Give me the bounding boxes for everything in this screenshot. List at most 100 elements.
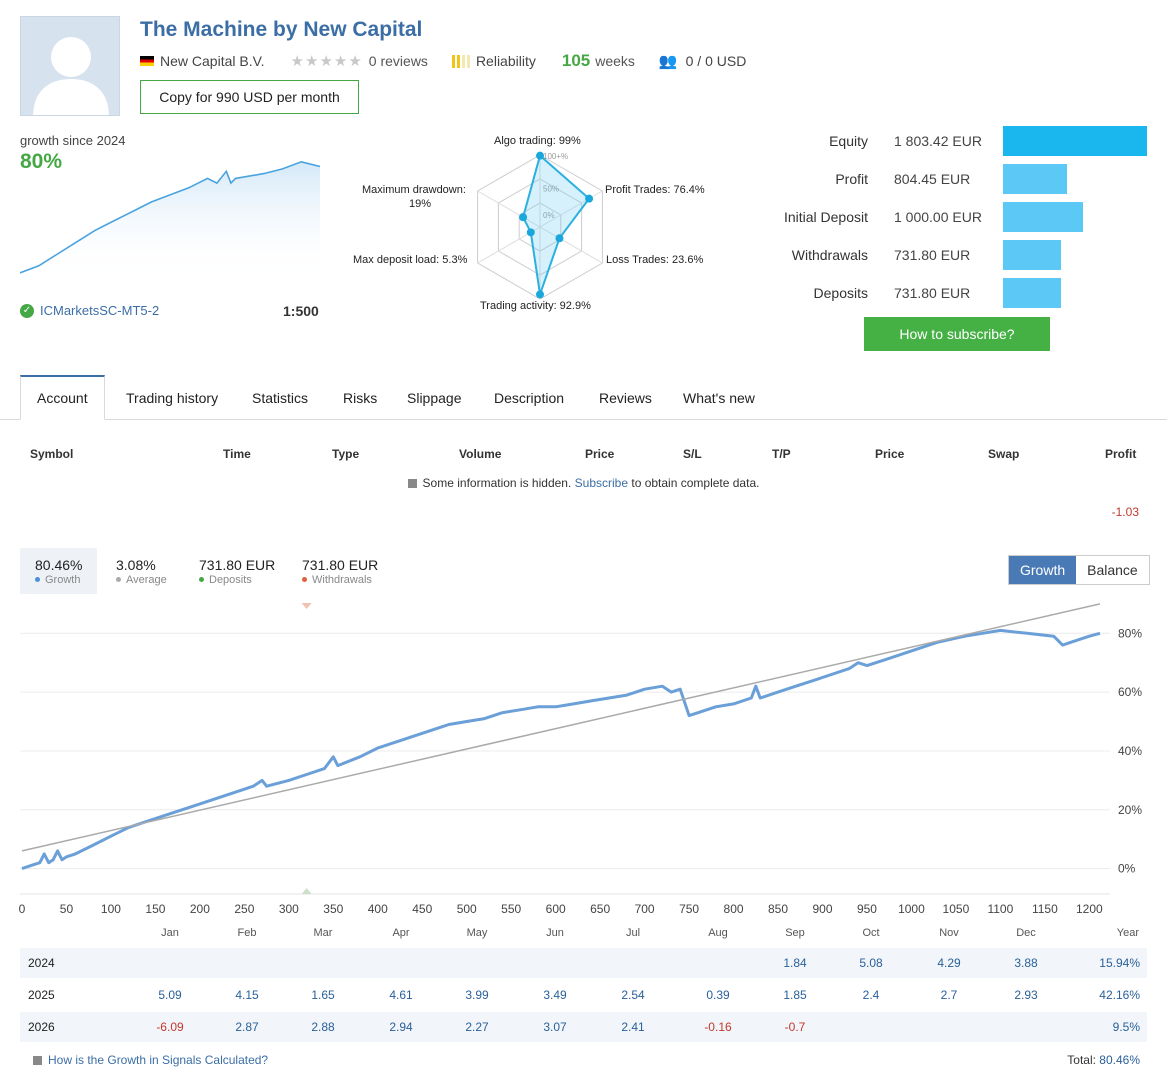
y-tick-label: 40% xyxy=(1118,744,1142,758)
month-header: Apr xyxy=(392,927,410,939)
month-header: Dec xyxy=(1016,927,1036,939)
radar-point xyxy=(555,234,564,243)
weeks-value: 105 xyxy=(561,51,591,70)
month-header: Jan xyxy=(161,927,179,939)
subscribers-icon: 👥 xyxy=(658,53,678,70)
radar-label-loss: Loss Trades: 23.6% xyxy=(606,254,704,266)
tab-account[interactable]: Account xyxy=(20,375,105,420)
month-header: Jul xyxy=(625,927,641,939)
provider-name[interactable]: New Capital B.V. xyxy=(160,53,265,69)
radar-label-activity: Trading activity: 92.9% xyxy=(480,300,591,312)
column-header: Price xyxy=(875,447,905,461)
month-value: 3.49 xyxy=(543,988,567,1002)
growth-toggle-button[interactable]: Growth xyxy=(1009,556,1077,584)
year-label: 2025 xyxy=(28,988,55,1002)
equity-label: Profit xyxy=(835,171,868,187)
subscribe-link[interactable]: Subscribe xyxy=(574,476,629,490)
y-tick-label: 0% xyxy=(1118,862,1136,876)
tab-description[interactable]: Description xyxy=(494,389,565,406)
tab-trading-history[interactable]: Trading history xyxy=(126,389,219,406)
x-tick-label: 750 xyxy=(679,902,699,916)
month-header: Nov xyxy=(939,927,959,939)
balance-toggle-button[interactable]: Balance xyxy=(1087,562,1138,578)
tab-reviews[interactable]: Reviews xyxy=(599,389,652,406)
radar-point xyxy=(585,194,594,203)
year-row xyxy=(20,948,1147,978)
equity-bar xyxy=(1003,126,1147,156)
growth-line xyxy=(21,628,1101,871)
stat-average: 3.08% Average xyxy=(101,548,182,594)
equity-value: 731.80 EUR xyxy=(894,247,971,263)
x-tick-label: 200 xyxy=(190,902,210,916)
broker-server[interactable]: ✓ ICMarketsSC-MT5-2 xyxy=(20,303,159,318)
month-value: 4.61 xyxy=(389,988,413,1002)
column-header: T/P xyxy=(772,447,791,461)
equity-label: Initial Deposit xyxy=(783,209,868,225)
stat-value: 731.80 EUR xyxy=(199,557,276,573)
reviews-count[interactable]: 0 reviews xyxy=(368,53,428,69)
radar-shape xyxy=(522,153,591,295)
x-tick-label: 150 xyxy=(145,902,165,916)
column-header: Type xyxy=(332,447,360,461)
column-header: S/L xyxy=(683,447,702,461)
radar-axis xyxy=(539,226,603,264)
equity-value: 804.45 EUR xyxy=(894,171,971,187)
y-tick-label: 60% xyxy=(1118,685,1142,699)
user-silhouette-icon xyxy=(33,37,109,115)
x-tick-label: 1100 xyxy=(987,902,1013,916)
month-header: Year xyxy=(1116,927,1139,939)
x-tick-label: 450 xyxy=(412,902,432,916)
total-growth: Total: 80.46% xyxy=(1067,1053,1140,1067)
radar-label-drawdown: Maximum drawdown: xyxy=(362,184,466,196)
deposit-marker-icon[interactable] xyxy=(301,888,312,894)
total-label: Total: xyxy=(1067,1053,1096,1067)
stat-label: Withdrawals xyxy=(302,574,378,586)
growth-calculation-link[interactable]: How is the Growth in Signals Calculated? xyxy=(33,1053,268,1067)
withdrawal-marker-icon[interactable] xyxy=(301,603,312,609)
column-header: Price xyxy=(585,447,615,461)
legend-dot-icon xyxy=(302,577,307,582)
month-value: 5.09 xyxy=(158,988,182,1002)
growth-calculation-text[interactable]: How is the Growth in Signals Calculated? xyxy=(48,1053,269,1067)
month-value: 3.88 xyxy=(1014,956,1038,970)
equity-bar xyxy=(1003,164,1067,194)
stat-value: 731.80 EUR xyxy=(302,557,379,573)
legend-dot-icon xyxy=(35,577,40,582)
copy-button[interactable]: Copy for 990 USD per month xyxy=(140,80,359,114)
x-tick-label: 550 xyxy=(501,902,521,916)
month-value: 1.85 xyxy=(783,988,807,1002)
lock-icon xyxy=(407,479,417,488)
stat-label-text: Withdrawals xyxy=(312,574,372,586)
signal-title[interactable]: The Machine by New Capital xyxy=(140,18,423,41)
x-tick-label: 100 xyxy=(101,902,121,916)
tab-risks[interactable]: Risks xyxy=(343,389,378,406)
month-header: Jun xyxy=(546,927,564,939)
month-value: 2.94 xyxy=(389,1020,413,1034)
month-header: Sep xyxy=(785,927,805,939)
how-to-subscribe-button[interactable]: How to subscribe? xyxy=(864,317,1050,351)
x-tick-label: 350 xyxy=(323,902,343,916)
radar-label-load: Max deposit load: 5.3% xyxy=(353,254,468,266)
rating-stars-icon: ★★★★★ xyxy=(290,53,363,70)
reliability-bars-icon xyxy=(451,54,470,68)
germany-flag-icon xyxy=(140,56,154,66)
month-value: -0.7 xyxy=(784,1020,806,1034)
stat-label: Growth xyxy=(35,574,82,586)
stat-label-text: Average xyxy=(126,574,167,586)
x-tick-label: 800 xyxy=(724,902,744,916)
year-label: 2024 xyxy=(28,956,55,970)
tab-statistics[interactable]: Statistics xyxy=(252,389,309,406)
stat-label: Average xyxy=(116,574,167,586)
stat-growth[interactable]: 80.46% Growth xyxy=(20,548,98,594)
month-header: May xyxy=(466,927,488,939)
tab-slippage[interactable]: Slippage xyxy=(407,389,462,406)
x-tick-label: 50 xyxy=(60,902,74,916)
radar-ring-label: 100+% xyxy=(543,152,568,161)
equity-value: 1 000.00 EUR xyxy=(894,209,982,225)
broker-name[interactable]: ICMarketsSC-MT5-2 xyxy=(40,303,160,318)
month-value: 0.39 xyxy=(706,988,730,1002)
x-tick-label: 850 xyxy=(768,902,788,916)
tab-what-s-new[interactable]: What's new xyxy=(683,389,755,406)
year-total: 42.16% xyxy=(1099,988,1140,1002)
x-tick-label: 950 xyxy=(857,902,877,916)
